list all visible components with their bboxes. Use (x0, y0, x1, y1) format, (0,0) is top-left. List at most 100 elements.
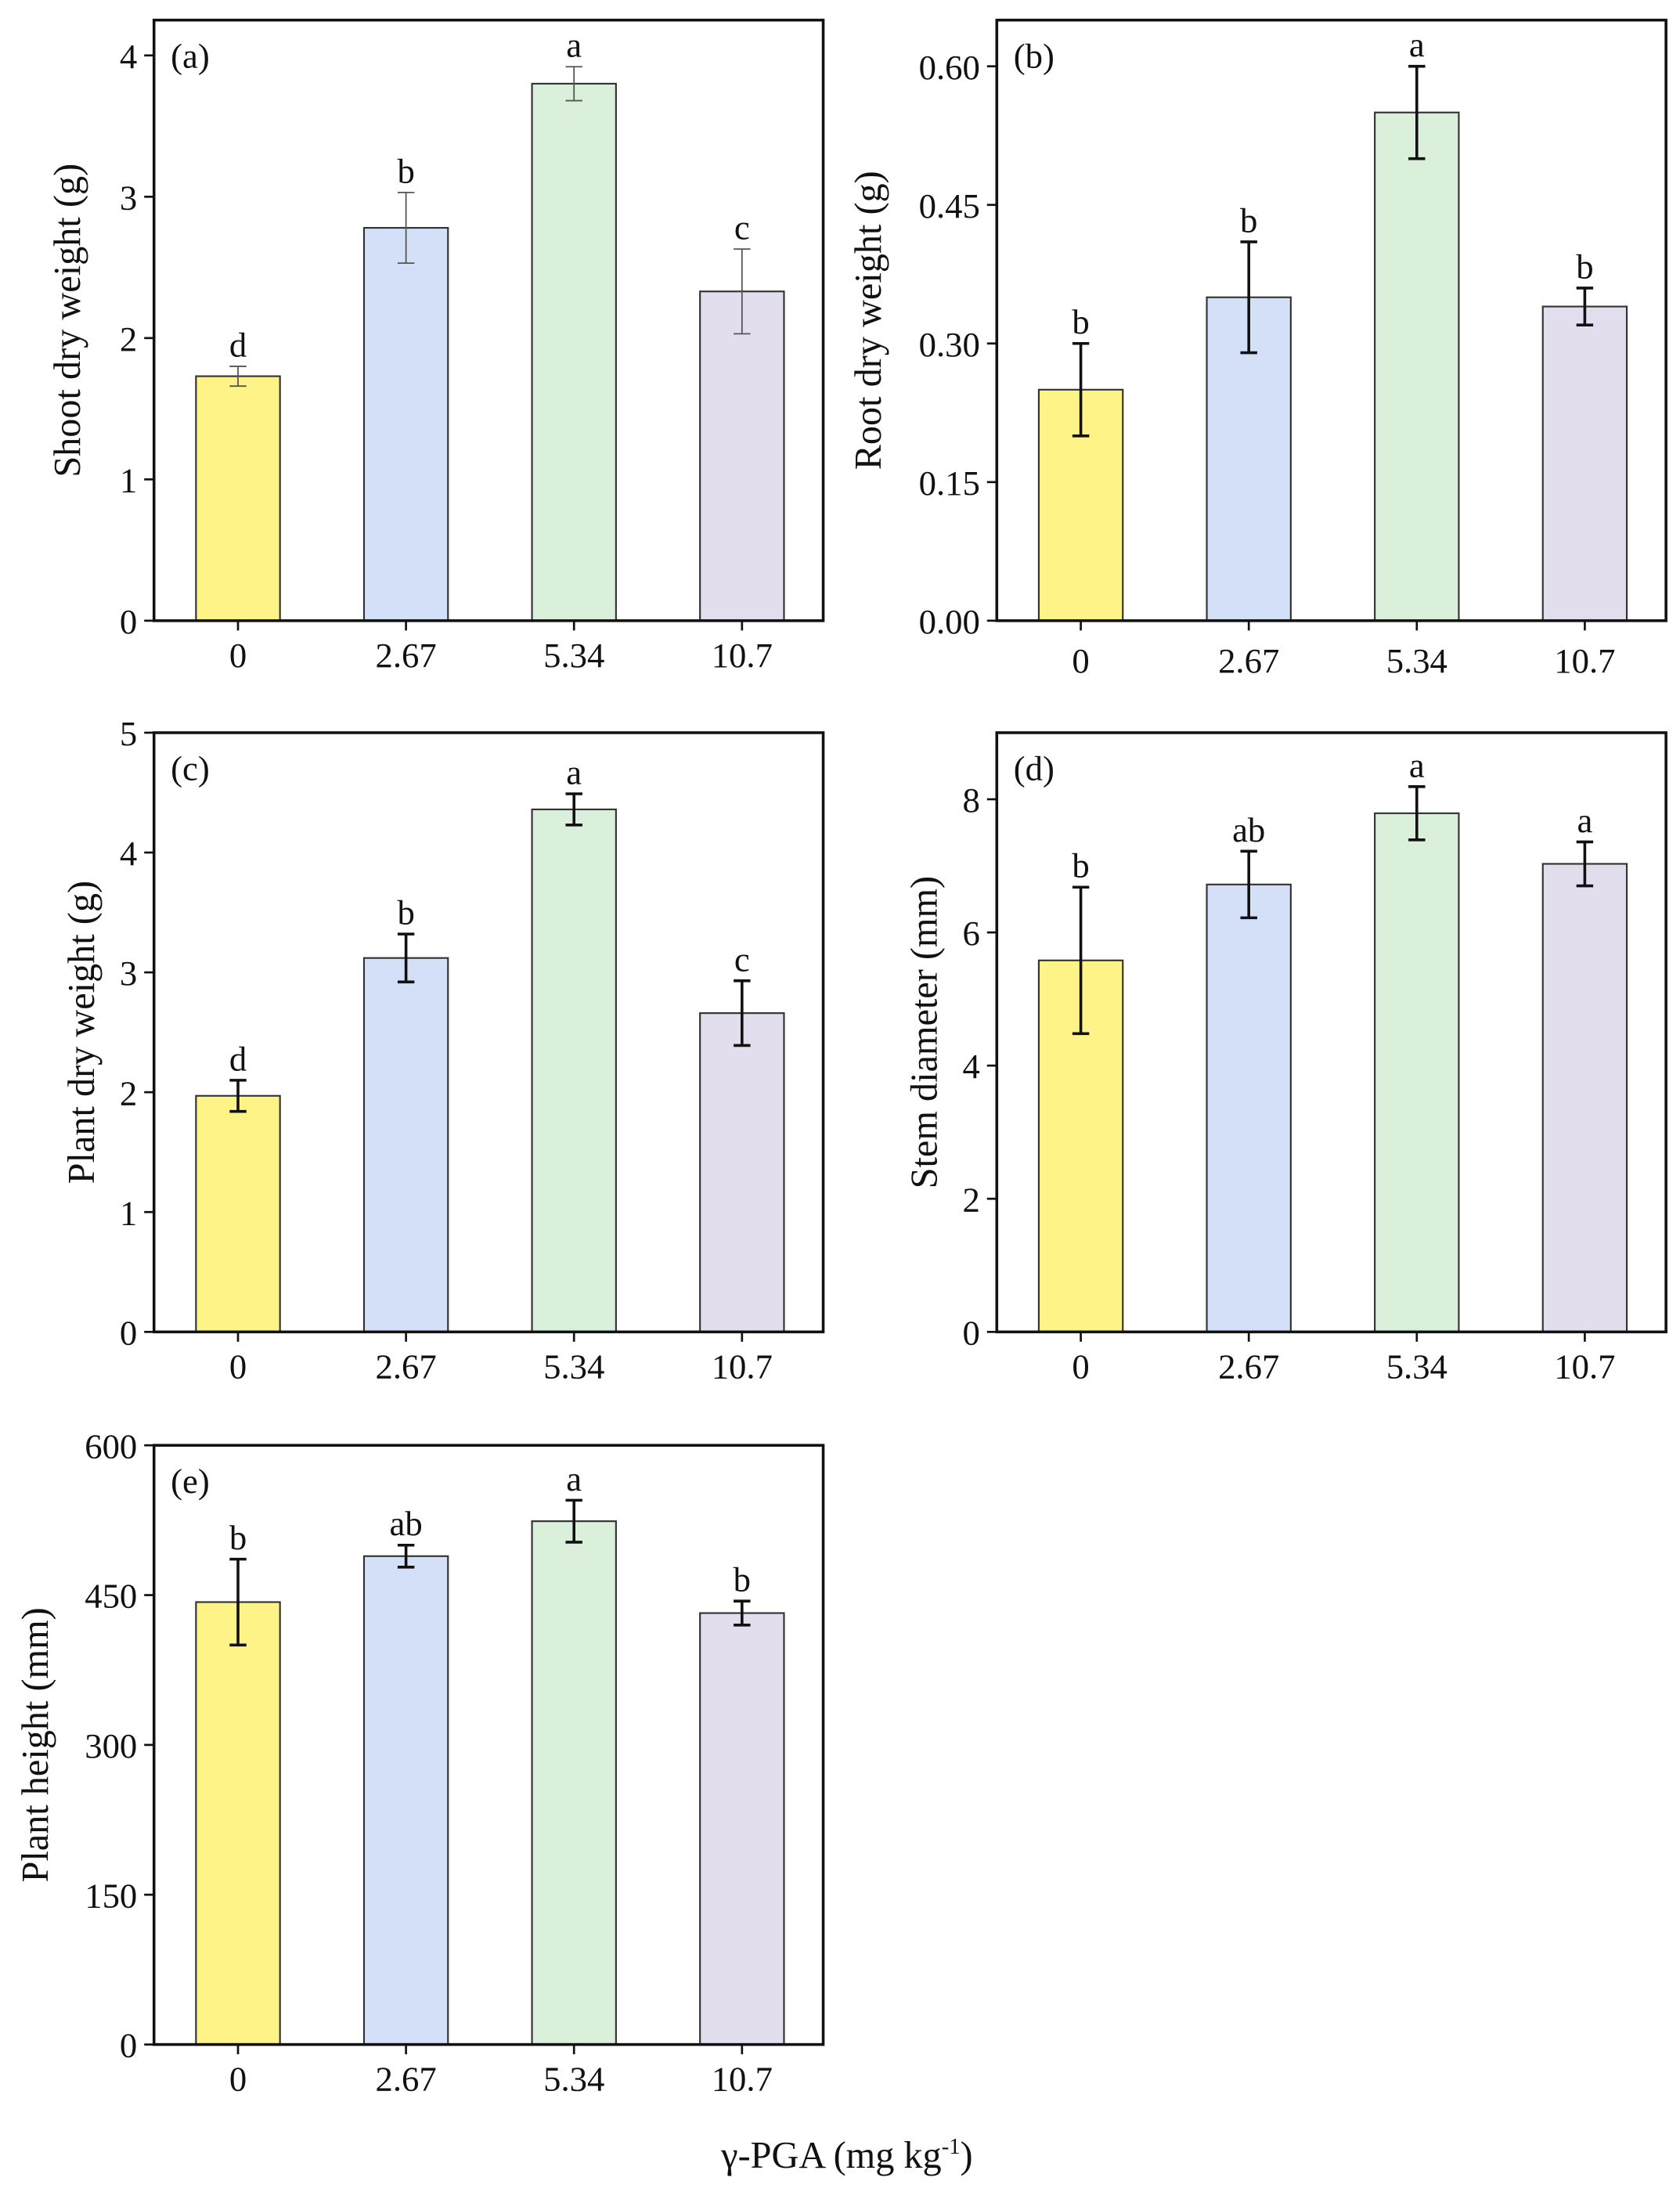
y-axis-label: Plant dry weight (g) (61, 881, 103, 1184)
y-tick-label: 0.60 (919, 48, 980, 87)
y-tick-label: 2 (120, 1073, 137, 1112)
y-tick-label: 6 (962, 914, 979, 953)
panel-label: (a) (171, 36, 210, 75)
bar (362, 957, 449, 1333)
x-tick-label: 0 (229, 636, 247, 675)
y-tick-label: 4 (120, 37, 137, 76)
y-tick-label: 3 (120, 178, 137, 217)
y-tick-label: 0 (120, 1313, 137, 1352)
bar (699, 1012, 785, 1333)
bar (1541, 305, 1628, 622)
y-tick-label: 0 (120, 602, 137, 641)
bar (1541, 863, 1628, 1333)
significance-letter: a (1409, 745, 1425, 784)
bar (531, 808, 617, 1333)
bar (531, 1520, 617, 2046)
y-tick-label: 8 (962, 781, 979, 820)
bar (195, 375, 281, 622)
significance-letter: ab (390, 1504, 423, 1543)
significance-letter: a (1409, 25, 1425, 64)
y-tick-label: 0.00 (919, 602, 980, 641)
y-tick-label: 4 (962, 1047, 979, 1086)
y-tick-label: 0 (120, 2026, 137, 2065)
significance-letter: d (229, 1039, 247, 1078)
x-tick-label: 0 (229, 1347, 247, 1386)
significance-letter: a (566, 1459, 582, 1498)
x-tick-label: 0 (1072, 641, 1089, 680)
y-tick-label: 1 (120, 460, 137, 499)
significance-letter: a (566, 752, 582, 791)
x-tick-label: 5.34 (1386, 641, 1447, 680)
significance-letter: b (1240, 200, 1257, 240)
significance-letter: b (397, 893, 414, 932)
x-tick-label: 5.34 (543, 636, 604, 675)
y-tick-label: 0.30 (919, 325, 980, 364)
significance-letter: c (734, 208, 750, 247)
x-tick-label: 5.34 (543, 1347, 604, 1386)
x-tick-label: 10.7 (712, 636, 773, 675)
x-tick-label: 2.67 (376, 1347, 437, 1386)
significance-letter: b (1072, 302, 1089, 341)
significance-letter: b (1072, 846, 1089, 885)
y-tick-label: 300 (85, 1726, 137, 1765)
plot-frame (995, 18, 1667, 622)
x-tick-label: 2.67 (1218, 1347, 1279, 1386)
panel-label: (e) (171, 1462, 210, 1501)
y-axis-label: Stem diameter (mm) (903, 876, 945, 1188)
panel-d: b 0 ab 2.67 a 5.34 a 10.7 0 2 4 6 8 (d) Stem diameter … (903, 731, 1667, 1386)
significance-letter: d (229, 325, 247, 364)
significance-letter: b (1576, 247, 1593, 286)
y-tick-label: 0.45 (919, 186, 980, 225)
panel-label: (b) (1014, 36, 1055, 75)
significance-letter: c (734, 939, 750, 979)
panel-c: d 0 b 2.67 a 5.34 c 10.7 0 1 2 3 4 5 (c) Plant dry weig… (61, 714, 825, 1386)
panel-label: (c) (171, 749, 210, 788)
bar (1374, 111, 1460, 622)
shared-x-axis-label: γ-PGA (mg kg-1) (720, 2135, 972, 2176)
y-tick-label: 3 (120, 954, 137, 993)
panel-e: b 0 ab 2.67 a 5.34 b 10.7 0 150 300 450 600 (e) Plant … (15, 1426, 825, 2099)
bar (1206, 883, 1292, 1333)
x-tick-label: 10.7 (1554, 1347, 1615, 1386)
plot-frame (995, 731, 1667, 1334)
x-tick-label: 2.67 (376, 2060, 437, 2099)
significance-letter: ab (1232, 810, 1265, 849)
bar (1374, 812, 1460, 1333)
y-tick-label: 5 (120, 714, 137, 753)
y-tick-label: 2 (120, 319, 137, 359)
bar (362, 1555, 449, 2046)
x-tick-label: 5.34 (1386, 1347, 1447, 1386)
bar (699, 1612, 785, 2046)
bar (195, 1601, 281, 2046)
panel-a: d 0 b 2.67 a 5.34 c 10.7 0 1 2 3 4 (a) Shoot dry weigh… (47, 18, 825, 675)
significance-letter: b (397, 151, 414, 190)
y-tick-label: 1 (120, 1193, 137, 1232)
y-tick-label: 0.15 (919, 463, 980, 503)
bar (699, 290, 785, 622)
y-tick-label: 450 (85, 1577, 137, 1616)
y-tick-label: 2 (962, 1180, 979, 1219)
significance-letter: a (1577, 801, 1592, 840)
y-axis-label: Root dry weight (g) (848, 171, 889, 470)
x-tick-label: 5.34 (543, 2060, 604, 2099)
significance-letter: b (734, 1560, 751, 1599)
y-axis-label: Plant height (mm) (15, 1607, 56, 1882)
x-tick-label: 0 (229, 2060, 247, 2099)
y-tick-label: 150 (85, 1876, 137, 1915)
x-tick-label: 2.67 (376, 636, 437, 675)
significance-letter: a (566, 26, 582, 65)
x-tick-label: 2.67 (1218, 641, 1279, 680)
bar (531, 82, 617, 622)
x-tick-label: 10.7 (1554, 641, 1615, 680)
plot-frame (152, 18, 825, 622)
x-tick-label: 10.7 (712, 1347, 773, 1386)
x-tick-label: 0 (1072, 1347, 1089, 1386)
significance-letter: b (229, 1518, 247, 1557)
plot-frame (152, 731, 825, 1334)
y-tick-label: 0 (962, 1313, 979, 1352)
bar (362, 226, 449, 622)
y-tick-label: 4 (120, 834, 137, 873)
bar (195, 1094, 281, 1333)
x-tick-label: 10.7 (712, 2060, 773, 2099)
